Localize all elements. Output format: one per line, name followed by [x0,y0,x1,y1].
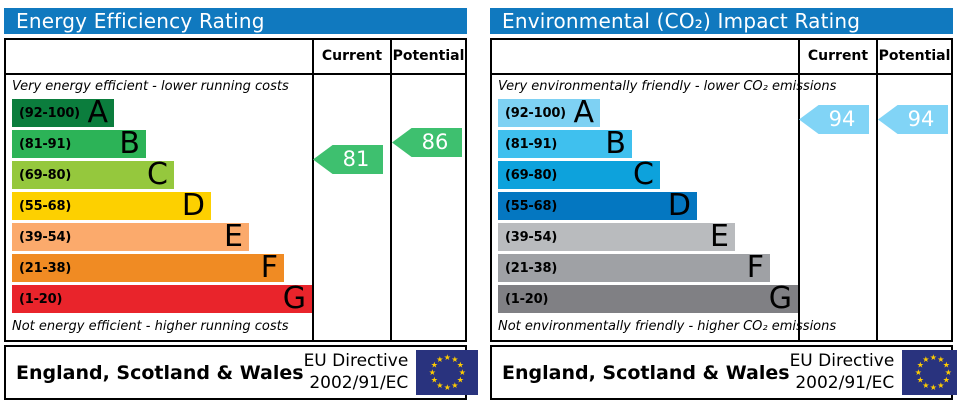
current-column-header: Current [312,40,390,73]
top-caption: Very environmentally friendly - lower CO… [498,79,837,94]
band-list: (92-100) A (81-91) B (69-80) C (55-68) D [12,95,312,316]
panel-footer: England, Scotland & Wales EU Directive 2… [490,345,957,400]
band-letter: A [573,95,594,130]
table-body: Very energy efficient - lower running co… [6,75,465,340]
band-e: (39-54) E [498,219,735,254]
band-b: (81-91) B [498,126,632,161]
band-range: (69-80) [19,167,72,183]
band-range: (39-54) [19,229,72,245]
band-b: (81-91) B [12,126,146,161]
band-range: (92-100) [19,105,80,121]
bottom-caption: Not environmentally friendly - higher CO… [498,319,837,334]
rating-table: Current Potential Very energy efficient … [4,38,467,342]
scale-header-cell [492,40,798,73]
band-letter: E [710,219,729,254]
band-letter: F [260,250,278,285]
column-divider [798,75,800,340]
region-label: England, Scotland & Wales [502,361,790,384]
eu-directive-line2: 2002/91/EC [309,372,409,393]
band-range: (39-54) [505,229,558,245]
scale-header-cell [6,40,312,73]
rating-scale: Very energy efficient - lower running co… [6,75,312,340]
band-letter: D [667,188,691,223]
band-e: (39-54) E [12,219,249,254]
band-letter: B [119,126,140,161]
band-range: (1-20) [19,291,63,307]
band-letter: E [224,219,243,254]
band-f: (21-38) F [498,250,770,285]
band-range: (55-68) [19,198,72,214]
energy-efficiency-panel: Energy Efficiency Rating Current Potenti… [4,8,479,400]
band-d: (55-68) D [498,188,697,223]
band-letter: C [633,157,654,192]
band-letter: F [746,250,764,285]
band-range: (81-91) [505,136,558,152]
band-letter: A [87,95,108,130]
band-c: (69-80) C [12,157,174,192]
eu-directive-line2: 2002/91/EC [795,372,895,393]
column-divider [312,75,314,340]
bottom-caption: Not energy efficient - higher running co… [12,319,289,334]
rating-scale: Very environmentally friendly - lower CO… [492,75,837,340]
eu-flag-icon: ★ ★ ★ ★ ★ ★ ★ ★ ★ ★ ★ ★ [902,350,957,395]
current-column-header: Current [798,40,876,73]
potential-column-header: Potential [390,40,465,73]
eu-directive-line1: EU Directive [789,351,895,372]
band-g: (1-20) G [12,281,312,316]
eu-directive-line1: EU Directive [303,351,409,372]
band-letter: G [768,281,792,316]
table-body: Very environmentally friendly - lower CO… [492,75,951,340]
environmental-impact-panel: Environmental (CO₂) Impact Rating Curren… [490,8,957,400]
rating-table: Current Potential Very environmentally f… [490,38,953,342]
eu-flag-icon: ★ ★ ★ ★ ★ ★ ★ ★ ★ ★ ★ ★ [416,350,479,395]
band-f: (21-38) F [12,250,284,285]
band-range: (55-68) [505,198,558,214]
table-header-row: Current Potential [492,40,951,75]
potential-column-header: Potential [876,40,951,73]
band-letter: D [181,188,205,223]
band-letter: G [282,281,306,316]
panel-title: Environmental (CO₂) Impact Rating [490,8,953,34]
band-c: (69-80) C [498,157,660,192]
band-letter: B [605,126,626,161]
band-range: (21-38) [19,260,72,276]
band-range: (1-20) [505,291,549,307]
top-caption: Very energy efficient - lower running co… [12,79,289,94]
band-range: (21-38) [505,260,558,276]
band-letter: C [147,157,168,192]
band-range: (81-91) [19,136,72,152]
band-list: (92-100) A (81-91) B (69-80) C (55-68) D [498,95,798,316]
eu-directive-label: EU Directive 2002/91/EC [790,351,895,394]
band-a: (92-100) A [12,95,114,130]
region-label: England, Scotland & Wales [16,361,304,384]
column-divider [390,75,392,340]
eu-directive-label: EU Directive 2002/91/EC [304,351,409,394]
panel-footer: England, Scotland & Wales EU Directive 2… [4,345,479,400]
band-range: (92-100) [505,105,566,121]
band-g: (1-20) G [498,281,798,316]
band-d: (55-68) D [12,188,211,223]
table-header-row: Current Potential [6,40,465,75]
column-divider [876,75,878,340]
band-a: (92-100) A [498,95,600,130]
band-range: (69-80) [505,167,558,183]
panel-title: Energy Efficiency Rating [4,8,467,34]
